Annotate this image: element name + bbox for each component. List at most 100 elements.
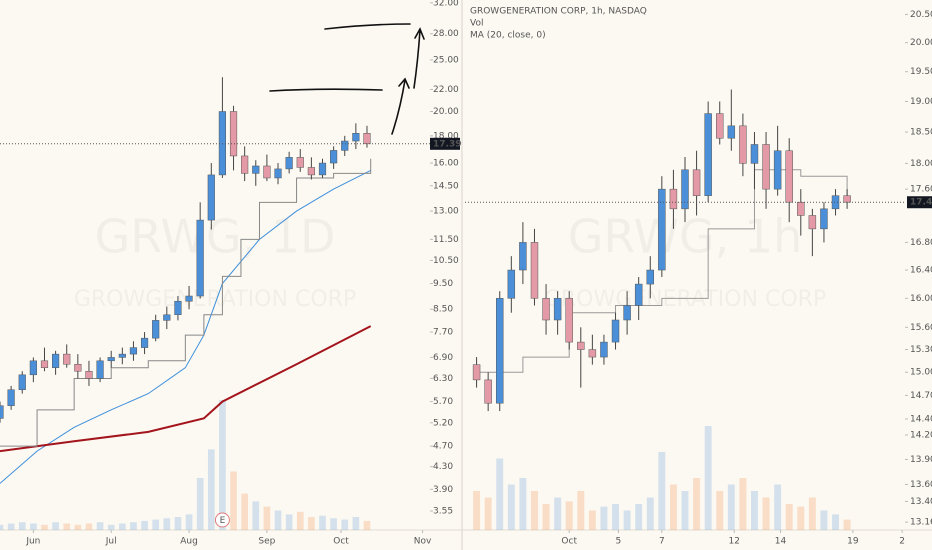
watermark-sub: GROWGENERATION CORP <box>74 287 356 312</box>
volume-bar <box>0 524 4 530</box>
x-tick-label: 7 <box>659 537 665 547</box>
candle-body <box>40 360 49 368</box>
candle-body <box>7 389 15 406</box>
candle-body <box>797 201 805 216</box>
volume-bar <box>130 522 137 530</box>
ma-line <box>476 169 848 373</box>
candle-body <box>352 133 360 142</box>
indicator-label: Vol <box>470 19 483 29</box>
volume-bar <box>669 484 677 530</box>
volume-bar <box>274 510 282 530</box>
candle-body <box>118 353 126 358</box>
candle-body <box>704 113 712 196</box>
last-price-box <box>430 137 460 150</box>
candle-body <box>820 208 828 230</box>
candle-body <box>739 125 747 164</box>
volume-bar <box>252 501 260 530</box>
volume-bar <box>658 452 666 530</box>
volume-bar <box>174 517 182 530</box>
candle-body <box>29 360 37 376</box>
x-tick-label: 19 <box>847 537 859 547</box>
ma-line <box>0 169 371 484</box>
volume-bar <box>507 484 515 530</box>
volume-bar <box>74 524 82 530</box>
candle-body <box>296 157 304 168</box>
ma-line <box>0 158 372 447</box>
candle-body <box>762 144 770 190</box>
x-tick-label: 2 <box>899 537 905 547</box>
candle-body <box>519 242 527 271</box>
chart-title: GROWGENERATION CORP, 1h, NASDAQ <box>470 7 647 17</box>
x-tick-label: Oct <box>333 537 349 547</box>
volume-bar <box>52 522 59 530</box>
volume-bar <box>219 400 226 530</box>
y-tick-label: 13.00 <box>433 207 459 217</box>
candle-body <box>341 140 349 151</box>
candle-body <box>218 111 227 176</box>
candle-body <box>634 283 643 306</box>
volume-bar <box>727 484 735 530</box>
candle-body <box>363 133 371 145</box>
y-tick-label: 14.40 <box>910 414 932 424</box>
y-tick-label: 14.20 <box>910 431 932 441</box>
volume-bar <box>363 520 371 530</box>
candle-body <box>285 157 293 170</box>
candle-body <box>843 195 851 203</box>
y-tick-label: 19.50 <box>910 67 932 77</box>
volume-bar <box>152 519 160 530</box>
watermark-sub: GROWGENERATION CORP <box>544 287 826 312</box>
y-tick-label: 6.90 <box>433 353 453 363</box>
candle-body <box>96 360 104 379</box>
drawn-arrow <box>391 77 410 135</box>
y-tick-label: 9.50 <box>433 279 453 289</box>
y-tick-label: 20.50 <box>910 10 932 20</box>
volume-bar <box>693 478 701 530</box>
volume-bar <box>296 511 304 530</box>
candle-body <box>553 298 562 321</box>
candle-body <box>107 357 115 362</box>
last-price-label: 17.40 <box>910 198 932 208</box>
candle-body <box>207 174 215 221</box>
candle-body <box>727 125 736 139</box>
x-tick-label: 5 <box>616 537 622 547</box>
candle-body <box>600 341 608 358</box>
volume-bar <box>141 520 148 530</box>
candle-body <box>74 363 82 372</box>
y-tick-label: 13.60 <box>910 480 932 490</box>
y-tick-label: 13.90 <box>910 455 932 465</box>
volume-bar <box>531 491 538 530</box>
x-tick-label: 14 <box>775 537 787 547</box>
y-tick-label: 5.70 <box>433 397 453 407</box>
volume-bar <box>30 523 37 530</box>
last-price-label: 17.39 <box>433 139 461 149</box>
candle-body <box>669 188 678 210</box>
y-tick-label: 4.30 <box>433 462 453 472</box>
volume-bar <box>739 478 747 530</box>
candle-body <box>716 113 724 139</box>
y-tick-label: 20.00 <box>433 107 459 117</box>
volume-bar <box>118 523 126 530</box>
volume-bar <box>751 491 758 530</box>
volume-bar <box>635 504 643 530</box>
candle-body <box>496 298 504 404</box>
volume-bar <box>623 510 631 530</box>
x-tick-label: 12 <box>728 537 739 547</box>
candle-body <box>163 314 171 321</box>
volume-bar <box>774 484 782 530</box>
volume-bar <box>808 497 816 530</box>
volume-bar <box>843 519 851 530</box>
x-tick-label: Jun <box>25 537 40 547</box>
candle-body <box>577 341 585 350</box>
candle-body <box>129 347 138 355</box>
candle-body <box>63 353 71 365</box>
candle-body <box>52 353 60 368</box>
volume-bar <box>63 523 71 530</box>
candle-body <box>85 370 93 379</box>
x-tick-label: Jul <box>105 537 117 547</box>
candle-body <box>565 298 573 343</box>
y-tick-label: 3.55 <box>433 507 453 517</box>
y-tick-label: 13.16 <box>910 518 932 528</box>
volume-bar <box>241 493 248 530</box>
volume-bar <box>797 506 805 530</box>
y-tick-label: 6.30 <box>433 374 453 384</box>
